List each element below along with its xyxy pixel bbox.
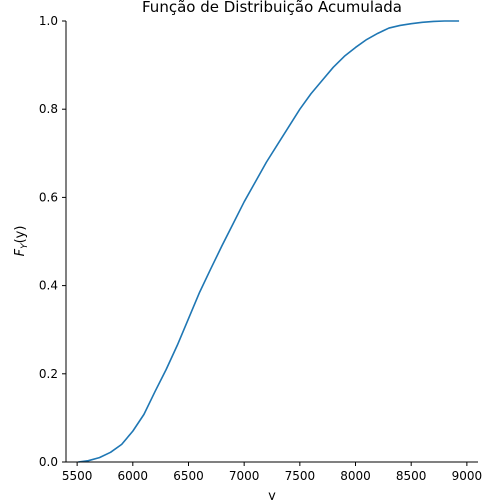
y-tick-label: 0.4	[39, 279, 58, 293]
y-tick-label: 0.2	[39, 367, 58, 381]
y-axis-ticks: 0.0 0.2 0.4 0.6 0.8 1.0	[39, 14, 66, 469]
y-tick-label: 0.0	[39, 455, 58, 469]
x-tick-label: 8000	[340, 469, 371, 483]
chart-title: Função de Distribuição Acumulada	[142, 0, 402, 16]
x-tick-label: 6000	[118, 469, 149, 483]
x-axis-label: y	[268, 489, 276, 500]
y-tick-label: 0.6	[39, 190, 58, 204]
y-axis-label: FY(y)	[13, 226, 30, 257]
x-tick-label: 5500	[62, 469, 93, 483]
y-tick-label: 1.0	[39, 14, 58, 28]
x-tick-label: 7500	[285, 469, 316, 483]
x-tick-label: 9000	[452, 469, 483, 483]
x-tick-label: 8500	[396, 469, 427, 483]
y-tick-label: 0.8	[39, 102, 58, 116]
y-axis-label-argument: (y)	[13, 226, 28, 244]
cdf-series-line	[78, 21, 459, 462]
x-tick-label: 6500	[173, 469, 204, 483]
x-tick-label: 7000	[229, 469, 260, 483]
x-axis-ticks: 5500 6000 6500 7000 7500 8000 8500 9000	[62, 462, 482, 483]
